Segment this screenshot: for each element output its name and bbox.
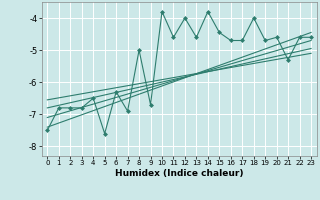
X-axis label: Humidex (Indice chaleur): Humidex (Indice chaleur) xyxy=(115,169,244,178)
